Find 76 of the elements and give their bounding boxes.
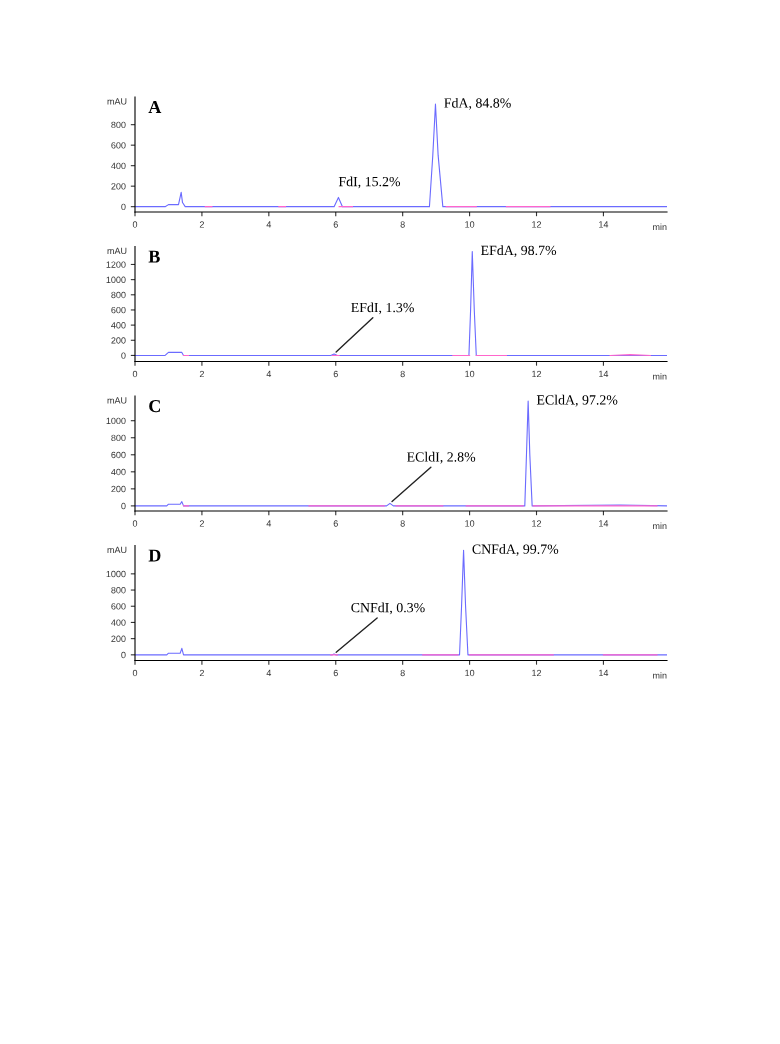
annotation: CNFdA, 99.7% [472,544,559,556]
x-tick-label: 6 [333,370,338,378]
x-tick-label: 10 [465,370,475,378]
y-axis-title: mAU [107,546,127,554]
y-tick-label: 0 [121,352,126,359]
annotation: FdI, 15.2% [338,176,401,189]
y-tick-label: 400 [111,322,126,329]
y-tick-label: 1000 [106,417,126,425]
y-tick-label: 600 [111,142,126,149]
x-tick-label: 8 [400,520,405,527]
y-tick-label: 400 [111,468,126,476]
x-tick-label: 4 [266,221,272,228]
x-tick-label: 14 [599,370,609,378]
y-tick-label: 600 [111,306,126,314]
y-tick-label: 800 [111,434,126,442]
chart-title: D [148,549,161,562]
x-axis-title: min [653,672,667,679]
x-tick-label: 14 [599,669,609,677]
x-tick-label: 12 [532,669,542,677]
x-tick-label: 12 [532,520,542,527]
y-tick-label: 600 [111,451,126,459]
chart-title: B [148,250,160,263]
y-axis-title: mAU [107,397,127,404]
x-axis-title: min [653,223,667,231]
x-tick-label: 6 [333,520,338,527]
y-tick-label: 400 [111,619,126,626]
y-tick-label: 800 [111,291,126,299]
x-tick-label: 14 [599,221,609,228]
x-tick-label: 2 [199,221,204,228]
y-tick-label: 400 [111,162,126,170]
x-axis-title: min [653,373,667,380]
x-tick-label: 0 [132,669,138,677]
y-tick-label: 0 [121,203,126,211]
y-tick-label: 200 [111,635,126,642]
x-tick-label: 4 [266,669,272,677]
annotation: EFdA, 98.7% [481,245,557,258]
y-tick-label: 200 [111,485,126,493]
x-tick-label: 10 [465,520,475,527]
x-tick-label: 0 [132,221,138,228]
y-tick-label: 1000 [106,570,126,578]
x-tick-label: 4 [266,370,272,378]
x-tick-label: 6 [333,669,338,677]
y-tick-label: 1000 [106,276,126,283]
x-tick-label: 10 [465,221,475,228]
y-tick-label: 200 [111,337,126,344]
y-tick-label: 0 [121,502,126,510]
annotation: ECldI, 2.8% [407,451,476,464]
y-tick-label: 800 [111,587,126,594]
x-tick-label: 2 [199,669,204,677]
annotation: ECldA, 97.2% [536,394,618,407]
x-tick-label: 8 [400,221,405,228]
annotation: EFdI, 1.3% [351,302,414,315]
y-tick-label: 0 [121,651,126,659]
y-tick-label: 600 [111,603,126,610]
chart-title: A [148,101,162,113]
x-tick-label: 2 [199,520,204,527]
annotation: CNFdI, 0.3% [351,602,425,615]
x-tick-label: 2 [199,370,204,378]
y-axis-title: mAU [107,98,127,105]
annotation: FdA, 84.8% [444,97,511,110]
x-tick-label: 12 [532,370,542,378]
chart-title: C [149,400,160,413]
x-tick-label: 14 [599,520,609,527]
x-tick-label: 0 [132,370,138,378]
x-tick-label: 4 [266,520,272,527]
x-tick-label: 8 [400,370,405,378]
x-tick-label: 8 [400,669,405,677]
x-tick-label: 6 [333,221,338,228]
x-tick-label: 0 [132,520,138,527]
x-axis-title: min [653,522,667,530]
y-tick-label: 200 [111,183,126,190]
x-tick-label: 10 [465,669,475,677]
x-tick-label: 12 [532,221,542,228]
y-axis-title: mAU [107,247,127,255]
y-tick-label: 1200 [106,261,126,268]
y-tick-label: 800 [111,121,126,129]
